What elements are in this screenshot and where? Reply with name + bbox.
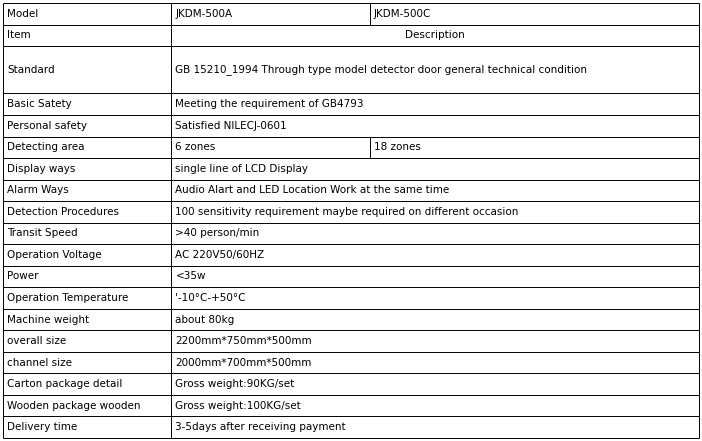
Text: Display ways: Display ways — [7, 164, 75, 174]
Text: Gross weight:100KG/set: Gross weight:100KG/set — [176, 401, 301, 411]
Text: Carton package detail: Carton package detail — [7, 379, 122, 389]
Text: JKDM-500A: JKDM-500A — [176, 9, 232, 19]
Text: Meeting the requirement of GB4793: Meeting the requirement of GB4793 — [176, 99, 364, 109]
Text: Personal safety: Personal safety — [7, 121, 87, 131]
Text: Gross weight:90KG/set: Gross weight:90KG/set — [176, 379, 295, 389]
Text: Satisfied NILECJ-0601: Satisfied NILECJ-0601 — [176, 121, 287, 131]
Text: Detecting area: Detecting area — [7, 142, 84, 152]
Text: 100 sensitivity requirement maybe required on different occasion: 100 sensitivity requirement maybe requir… — [176, 207, 519, 217]
Text: Item: Item — [7, 30, 31, 40]
Text: 2200mm*750mm*500mm: 2200mm*750mm*500mm — [176, 336, 312, 346]
Text: 18 zones: 18 zones — [373, 142, 420, 152]
Text: GB 15210_1994 Through type model detector door general technical condition: GB 15210_1994 Through type model detecto… — [176, 64, 588, 75]
Text: channel size: channel size — [7, 358, 72, 368]
Text: Transit Speed: Transit Speed — [7, 228, 78, 239]
Text: about 80kg: about 80kg — [176, 314, 234, 325]
Text: Operation Voltage: Operation Voltage — [7, 250, 102, 260]
Text: Alarm Ways: Alarm Ways — [7, 185, 69, 195]
Text: Description: Description — [405, 30, 465, 40]
Text: 2000mm*700mm*500mm: 2000mm*700mm*500mm — [176, 358, 312, 368]
Text: Model: Model — [7, 9, 38, 19]
Text: Basic Satety: Basic Satety — [7, 99, 72, 109]
Text: Wooden package wooden: Wooden package wooden — [7, 401, 140, 411]
Text: Standard: Standard — [7, 65, 55, 75]
Text: Operation Temperature: Operation Temperature — [7, 293, 128, 303]
Text: Detection Procedures: Detection Procedures — [7, 207, 119, 217]
Text: >40 person/min: >40 person/min — [176, 228, 260, 239]
Text: Power: Power — [7, 272, 39, 281]
Text: Audio Alart and LED Location Work at the same time: Audio Alart and LED Location Work at the… — [176, 185, 450, 195]
Text: <35w: <35w — [176, 272, 206, 281]
Text: AC 220V50/60HZ: AC 220V50/60HZ — [176, 250, 265, 260]
Text: 3-5days after receiving payment: 3-5days after receiving payment — [176, 422, 346, 432]
Text: overall size: overall size — [7, 336, 66, 346]
Text: single line of LCD Display: single line of LCD Display — [176, 164, 308, 174]
Text: 6 zones: 6 zones — [176, 142, 216, 152]
Text: Delivery time: Delivery time — [7, 422, 77, 432]
Text: Machine weight: Machine weight — [7, 314, 89, 325]
Text: JKDM-500C: JKDM-500C — [373, 9, 431, 19]
Text: '-10°C-+50°C: '-10°C-+50°C — [176, 293, 246, 303]
